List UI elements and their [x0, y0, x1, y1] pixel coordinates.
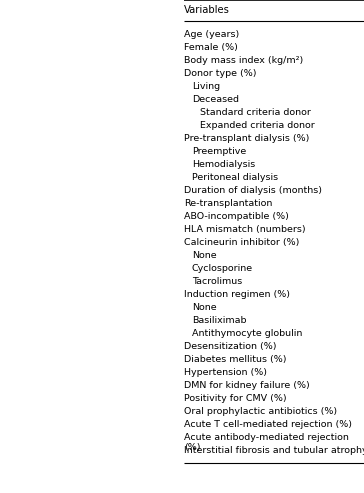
Text: Deceased: Deceased — [192, 95, 239, 104]
Text: DMN for kidney failure (%): DMN for kidney failure (%) — [184, 381, 309, 390]
Text: Expanded criteria donor: Expanded criteria donor — [200, 121, 314, 130]
Text: Re-transplantation: Re-transplantation — [184, 199, 272, 208]
Text: Antithymocyte globulin: Antithymocyte globulin — [192, 329, 302, 338]
Text: Acute antibody-mediated rejection
(%): Acute antibody-mediated rejection (%) — [184, 433, 349, 453]
Text: Induction regimen (%): Induction regimen (%) — [184, 290, 290, 299]
Text: Body mass index (kg/m²): Body mass index (kg/m²) — [184, 56, 303, 65]
Text: Hemodialysis: Hemodialysis — [192, 160, 255, 169]
Text: Desensitization (%): Desensitization (%) — [184, 342, 276, 351]
Text: Donor type (%): Donor type (%) — [184, 69, 256, 78]
Text: None: None — [192, 303, 217, 312]
Text: Basiliximab: Basiliximab — [192, 316, 246, 325]
Text: Duration of dialysis (months): Duration of dialysis (months) — [184, 186, 322, 195]
Text: Peritoneal dialysis: Peritoneal dialysis — [192, 173, 278, 182]
Text: HLA mismatch (numbers): HLA mismatch (numbers) — [184, 225, 305, 234]
Text: Variables: Variables — [184, 5, 230, 15]
Text: Pre-transplant dialysis (%): Pre-transplant dialysis (%) — [184, 134, 309, 143]
Text: Tacrolimus: Tacrolimus — [192, 277, 242, 286]
Text: Interstitial fibrosis and tubular atrophy: Interstitial fibrosis and tubular atroph… — [184, 446, 364, 455]
Text: ABO-incompatible (%): ABO-incompatible (%) — [184, 212, 289, 221]
Text: Acute T cell-mediated rejection (%): Acute T cell-mediated rejection (%) — [184, 420, 352, 429]
Text: Female (%): Female (%) — [184, 43, 238, 52]
Text: Oral prophylactic antibiotics (%): Oral prophylactic antibiotics (%) — [184, 407, 337, 416]
Text: Standard criteria donor: Standard criteria donor — [200, 108, 311, 117]
Text: Calcineurin inhibitor (%): Calcineurin inhibitor (%) — [184, 238, 299, 247]
Text: Age (years): Age (years) — [184, 30, 239, 39]
Text: Hypertension (%): Hypertension (%) — [184, 368, 267, 377]
Text: None: None — [192, 251, 217, 260]
Text: Preemptive: Preemptive — [192, 147, 246, 156]
Text: Living: Living — [192, 82, 220, 91]
Text: Diabetes mellitus (%): Diabetes mellitus (%) — [184, 355, 286, 364]
Text: Cyclosporine: Cyclosporine — [192, 264, 253, 273]
Text: Positivity for CMV (%): Positivity for CMV (%) — [184, 394, 286, 403]
